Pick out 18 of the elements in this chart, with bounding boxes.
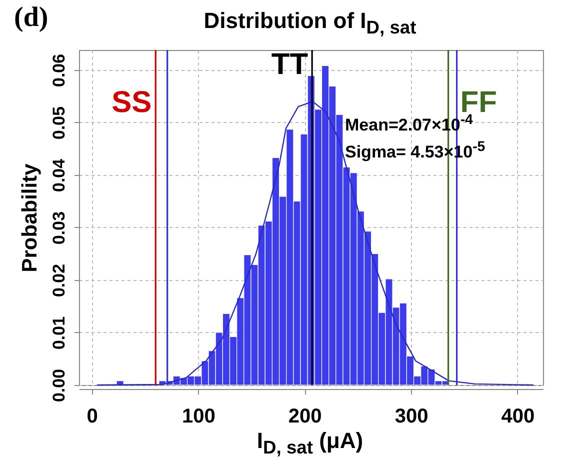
y-tick-label: 0.06	[50, 54, 68, 87]
x-tick-label: 100	[182, 406, 216, 428]
x-tick-label: 0	[86, 406, 98, 428]
x-tick-label: 400	[501, 406, 535, 428]
y-axis-title: Probability	[18, 163, 42, 272]
y-tick-label: 0.02	[50, 264, 68, 298]
y-tick-label: 0.03	[50, 211, 68, 245]
y-tick-label: 0.04	[50, 158, 68, 192]
y-tick-label: 0.01	[50, 316, 68, 350]
text: (d)	[14, 2, 48, 34]
y-tick-label: 0.05	[50, 106, 68, 140]
ref-line-label: TT	[271, 48, 308, 81]
x-axis-title: I$_{D, sat}$ (μA)	[256, 428, 364, 458]
ref-line-label: SS	[112, 86, 152, 119]
x-tick-label: 300	[394, 406, 428, 428]
x-tick-label: 200	[288, 406, 322, 428]
y-tick-label: 0.00	[50, 368, 68, 402]
chart-title: Distribution of I$_{D, sat}$	[202, 8, 418, 38]
